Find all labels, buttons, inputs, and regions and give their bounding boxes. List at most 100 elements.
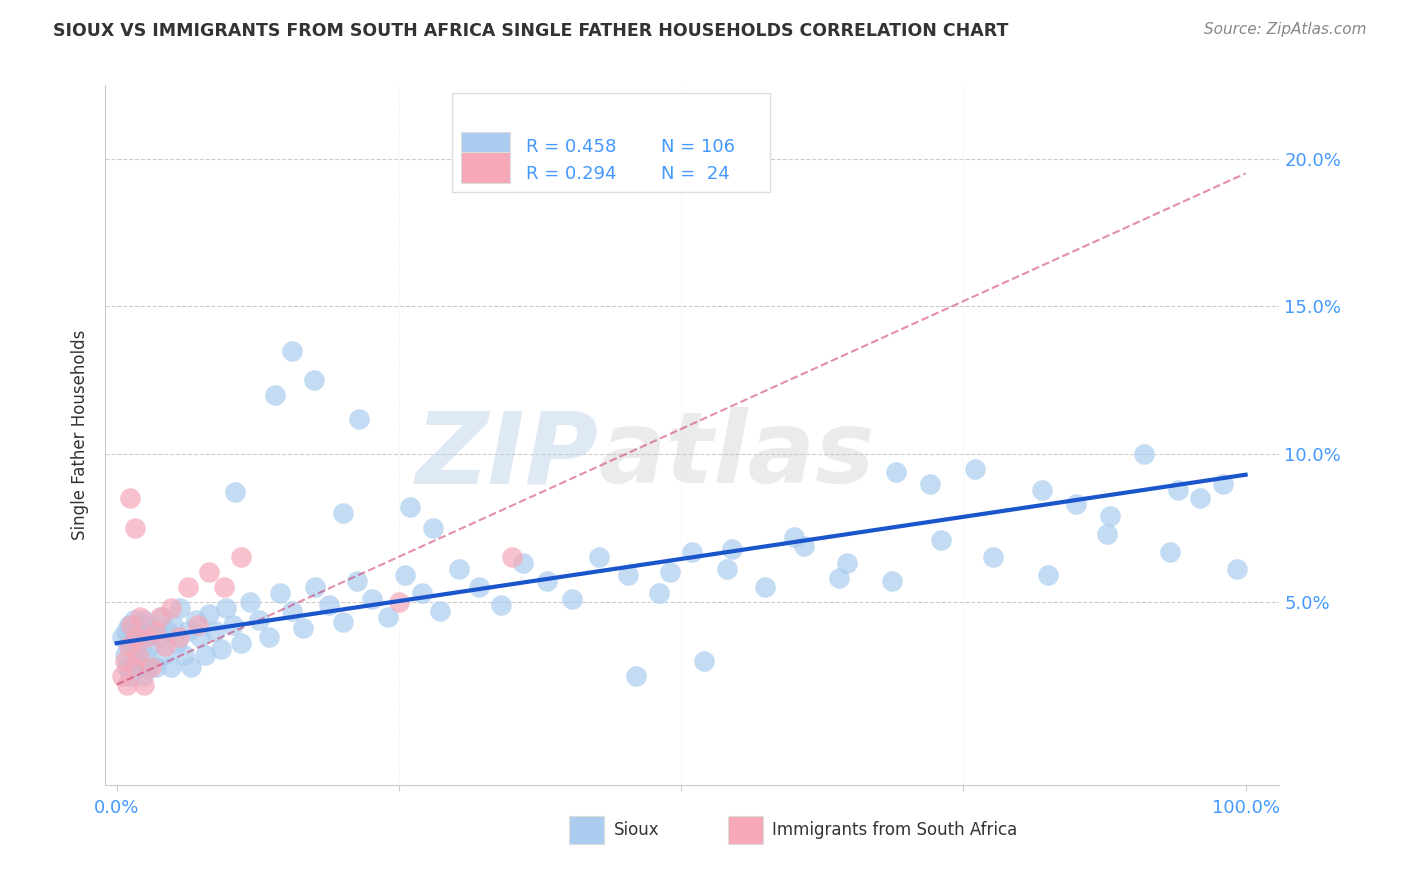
Point: [360, 591, 382, 606]
Point: [114, 654, 136, 668]
Point: [135, 630, 157, 644]
FancyBboxPatch shape: [569, 816, 605, 845]
Text: R = 0.458: R = 0.458: [526, 138, 616, 156]
Point: [1189, 491, 1212, 506]
Point: [394, 568, 416, 582]
FancyBboxPatch shape: [451, 93, 770, 192]
Point: [468, 580, 491, 594]
Point: [198, 566, 221, 580]
Point: [162, 618, 184, 632]
Point: [280, 604, 302, 618]
Point: [184, 613, 207, 627]
Point: [138, 618, 160, 632]
Point: [793, 539, 815, 553]
Text: N = 106: N = 106: [661, 138, 735, 156]
FancyBboxPatch shape: [461, 153, 510, 183]
Point: [318, 598, 340, 612]
Point: [122, 613, 145, 627]
Point: [224, 485, 246, 500]
Point: [835, 557, 858, 571]
Text: Sioux: Sioux: [614, 822, 659, 839]
Point: [447, 562, 470, 576]
Text: Immigrants from South Africa: Immigrants from South Africa: [772, 822, 1018, 839]
Text: atlas: atlas: [599, 408, 875, 504]
Text: SIOUX VS IMMIGRANTS FROM SOUTH AFRICA SINGLE FATHER HOUSEHOLDS CORRELATION CHART: SIOUX VS IMMIGRANTS FROM SOUTH AFRICA SI…: [53, 22, 1008, 40]
Point: [346, 574, 368, 588]
Point: [114, 648, 136, 662]
Point: [131, 668, 153, 682]
Point: [177, 580, 200, 594]
Point: [136, 660, 159, 674]
Point: [399, 500, 422, 515]
Point: [304, 580, 326, 594]
Point: [127, 636, 149, 650]
Point: [489, 598, 512, 612]
Point: [124, 521, 146, 535]
Point: [118, 639, 141, 653]
Text: Source: ZipAtlas.com: Source: ZipAtlas.com: [1204, 22, 1367, 37]
Point: [501, 550, 523, 565]
Point: [280, 343, 302, 358]
Point: [129, 654, 152, 668]
Point: [239, 595, 262, 609]
Text: R = 0.294: R = 0.294: [526, 165, 616, 183]
Point: [1167, 483, 1189, 497]
Point: [263, 388, 285, 402]
Point: [332, 506, 354, 520]
Point: [120, 618, 142, 632]
Point: [754, 580, 776, 594]
Point: [411, 586, 433, 600]
Point: [617, 568, 640, 582]
Point: [222, 618, 245, 632]
Point: [561, 591, 583, 606]
Text: ZIP: ZIP: [416, 408, 599, 504]
Point: [981, 550, 1004, 565]
Point: [111, 630, 134, 644]
Point: [143, 624, 166, 639]
Point: [229, 550, 252, 565]
Point: [132, 613, 155, 627]
Point: [1095, 526, 1118, 541]
Point: [194, 648, 217, 662]
Point: [160, 600, 183, 615]
Point: [257, 630, 280, 644]
Point: [422, 521, 444, 535]
Point: [122, 660, 145, 674]
Point: [139, 660, 162, 674]
Point: [180, 660, 202, 674]
Point: [125, 660, 148, 674]
Point: [783, 530, 806, 544]
Point: [115, 660, 138, 674]
Point: [120, 491, 142, 506]
Point: [155, 639, 177, 653]
Point: [429, 604, 451, 618]
Point: [929, 533, 952, 547]
Point: [212, 580, 235, 594]
Point: [173, 648, 195, 662]
Point: [1064, 497, 1087, 511]
Y-axis label: Single Father Households: Single Father Households: [72, 330, 90, 540]
Point: [269, 586, 291, 600]
Point: [160, 660, 183, 674]
Point: [125, 624, 148, 639]
Point: [156, 624, 179, 639]
Point: [918, 476, 941, 491]
Point: [647, 586, 669, 600]
Point: [349, 411, 371, 425]
Point: [721, 541, 744, 556]
Point: [134, 648, 156, 662]
Point: [149, 630, 172, 644]
Point: [388, 595, 411, 609]
Point: [1036, 568, 1059, 582]
Point: [658, 566, 681, 580]
Point: [1212, 476, 1234, 491]
Point: [166, 636, 188, 650]
Point: [1159, 544, 1181, 558]
Point: [512, 557, 534, 571]
Point: [149, 609, 172, 624]
Point: [693, 654, 716, 668]
Point: [588, 550, 610, 565]
Text: N =  24: N = 24: [661, 165, 730, 183]
Point: [128, 618, 150, 632]
Point: [304, 373, 326, 387]
